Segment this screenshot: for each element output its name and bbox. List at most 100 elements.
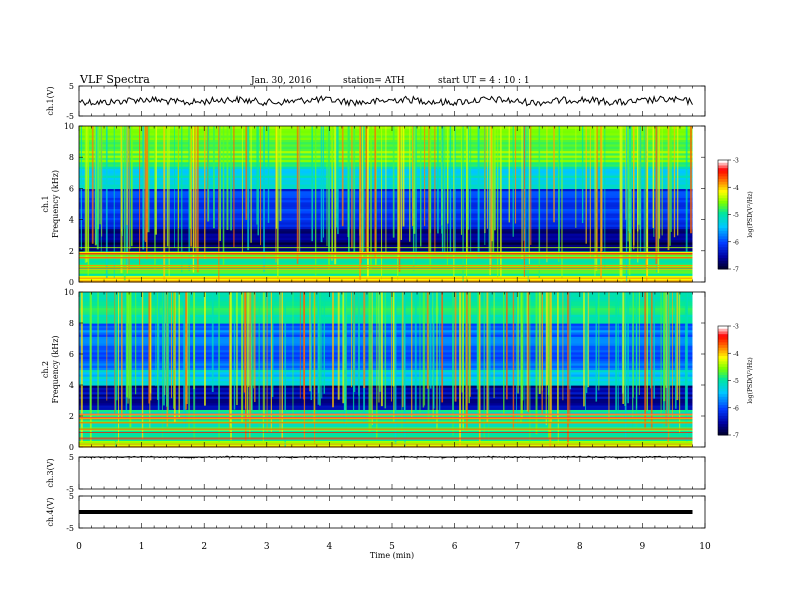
y-tick-label: 10 bbox=[64, 122, 74, 131]
colorbar-tick-label: -4 bbox=[733, 185, 739, 192]
burst-streak bbox=[241, 292, 244, 423]
burst-streak bbox=[553, 126, 555, 223]
burst-streak bbox=[585, 126, 587, 244]
burst-streak bbox=[337, 292, 340, 400]
burst-streak bbox=[583, 292, 585, 407]
burst-streak bbox=[331, 126, 334, 255]
spectrogram-row bbox=[79, 438, 693, 441]
burst-streak bbox=[414, 292, 417, 427]
colorbar-segment bbox=[718, 377, 728, 381]
y-tick-label: 5 bbox=[69, 492, 74, 501]
colorbar-tick-label: -4 bbox=[733, 351, 739, 358]
burst-streak bbox=[517, 292, 519, 394]
burst-streak bbox=[567, 292, 569, 446]
burst-streak bbox=[652, 126, 655, 228]
burst-streak bbox=[538, 126, 541, 279]
burst-streak bbox=[397, 126, 399, 280]
spectrogram-row bbox=[79, 429, 693, 433]
burst-streak bbox=[378, 292, 380, 403]
colorbar-segment bbox=[718, 385, 728, 390]
burst-streak bbox=[347, 126, 350, 238]
burst-streak bbox=[233, 126, 235, 247]
burst-streak bbox=[521, 292, 524, 401]
y-tick-label: 8 bbox=[69, 319, 74, 328]
colorbar-tick-label: -3 bbox=[733, 324, 739, 331]
burst-streak bbox=[527, 292, 530, 413]
burst-streak bbox=[335, 126, 338, 228]
burst-streak bbox=[514, 126, 517, 224]
x-axis-label: Time (min) bbox=[370, 551, 414, 560]
burst-streak bbox=[684, 292, 687, 441]
burst-streak bbox=[86, 126, 88, 262]
colorbar-segment bbox=[718, 260, 728, 265]
burst-streak bbox=[114, 292, 117, 447]
spectrogram-row bbox=[79, 409, 693, 413]
burst-streak bbox=[363, 292, 366, 389]
burst-streak bbox=[254, 292, 256, 403]
date-label: Jan. 30, 2016 bbox=[251, 76, 312, 86]
x-tick-label: 5 bbox=[389, 542, 395, 552]
burst-streak bbox=[321, 292, 323, 399]
colorbar-segment bbox=[718, 372, 728, 376]
x-tick-label: 6 bbox=[452, 542, 458, 552]
burst-streak bbox=[230, 292, 232, 441]
colorbar-segment bbox=[718, 399, 728, 403]
burst-streak bbox=[489, 292, 491, 386]
burst-streak bbox=[317, 292, 319, 405]
burst-streak bbox=[486, 292, 489, 423]
burst-streak bbox=[558, 126, 560, 262]
burst-streak bbox=[148, 292, 151, 404]
waveform-trace bbox=[78, 95, 693, 107]
x-tick-label: 7 bbox=[514, 542, 520, 552]
burst-streak bbox=[429, 292, 432, 389]
burst-streak bbox=[546, 292, 549, 386]
burst-streak bbox=[465, 126, 468, 282]
spectrogram-row bbox=[79, 444, 693, 448]
burst-streak bbox=[589, 126, 591, 258]
y-axis-label: Frequency (kHz) bbox=[51, 335, 60, 403]
burst-streak bbox=[80, 126, 83, 250]
colorbar-segment bbox=[718, 402, 728, 406]
burst-streak bbox=[310, 292, 312, 401]
colorbar-segment bbox=[718, 336, 728, 341]
burst-streak bbox=[141, 292, 144, 440]
burst-streak bbox=[401, 292, 403, 433]
ch3-waveform-panel: 5 -5 ch.3(V) bbox=[46, 453, 706, 494]
burst-streak bbox=[466, 292, 468, 431]
colorbar-segment bbox=[718, 192, 728, 196]
burst-streak bbox=[244, 292, 247, 441]
y-axis-label: ch.3(V) bbox=[46, 458, 55, 487]
burst-streak bbox=[380, 292, 383, 407]
ch2-spectrogram-panel: -3 -4 -5 -6 -7 log(PSD(V²/Hz) 0 2 4 6 8 10 ch.2 Frequ… bbox=[41, 288, 754, 452]
spectrogram-row bbox=[79, 257, 693, 261]
burst-streak bbox=[622, 292, 624, 404]
colorbar-segment bbox=[718, 165, 728, 169]
burst-streak bbox=[87, 126, 90, 272]
chart-title: VLF Spectra bbox=[80, 73, 150, 86]
burst-streak bbox=[660, 292, 662, 417]
colorbar-segment bbox=[718, 334, 728, 338]
colorbar-segment bbox=[718, 421, 728, 425]
burst-streak bbox=[545, 292, 547, 426]
burst-streak bbox=[661, 126, 663, 236]
burst-streak bbox=[454, 292, 457, 402]
burst-streak bbox=[516, 292, 517, 426]
burst-streak bbox=[222, 126, 225, 269]
burst-streak bbox=[627, 292, 629, 404]
burst-streak bbox=[585, 292, 588, 394]
burst-streak bbox=[260, 126, 262, 246]
colorbar-segment bbox=[718, 214, 728, 218]
colorbar-segment bbox=[718, 233, 728, 237]
burst-streak bbox=[162, 292, 163, 441]
burst-streak bbox=[262, 292, 264, 442]
burst-streak bbox=[436, 292, 438, 431]
burst-streak bbox=[394, 292, 397, 445]
burst-streak bbox=[319, 292, 321, 406]
burst-streak bbox=[670, 126, 672, 232]
x-tick-label: 8 bbox=[577, 542, 583, 552]
colorbar-segment bbox=[718, 266, 728, 270]
burst-streak bbox=[352, 292, 355, 424]
burst-streak bbox=[351, 126, 353, 249]
burst-streak bbox=[569, 292, 572, 390]
burst-streak bbox=[246, 292, 249, 418]
